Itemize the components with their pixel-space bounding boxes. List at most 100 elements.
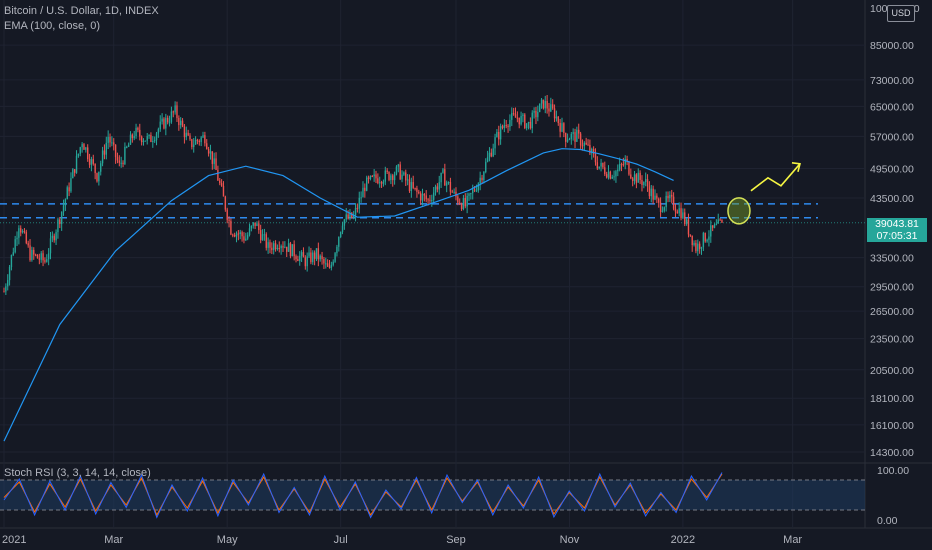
candle — [382, 179, 385, 187]
candle — [706, 238, 708, 243]
currency-button[interactable]: USD — [887, 5, 915, 22]
candle — [559, 119, 561, 138]
candle-body — [713, 224, 716, 228]
y-tick-label: 23500.00 — [870, 334, 914, 346]
candle — [3, 287, 5, 293]
candle-body — [591, 149, 593, 154]
candle-body — [392, 175, 394, 181]
candle-body — [180, 120, 182, 126]
candle — [302, 247, 305, 258]
candle — [700, 246, 703, 255]
candle — [295, 254, 297, 263]
candle-body — [239, 232, 241, 235]
y-tick-label: 43500.00 — [870, 193, 914, 205]
ema-legend[interactable]: EMA (100, close, 0) — [4, 20, 100, 32]
candle-body — [127, 144, 130, 147]
candle-body — [213, 158, 215, 164]
candle — [75, 150, 78, 174]
candle-body — [217, 169, 219, 181]
stoch-rsi-legend[interactable]: Stoch RSI (3, 3, 14, 14, close) — [4, 467, 151, 479]
candle — [113, 138, 115, 151]
candle — [239, 229, 241, 240]
candle — [111, 136, 113, 147]
candle — [364, 183, 366, 198]
candle — [587, 139, 589, 146]
candle — [313, 250, 316, 266]
candle — [708, 230, 710, 247]
candle-body — [295, 256, 297, 260]
candle-body — [235, 233, 238, 237]
candle-body — [204, 135, 206, 144]
symbol-legend[interactable]: Bitcoin / U.S. Dollar, 1D, INDEX — [4, 5, 159, 17]
candle — [499, 123, 502, 145]
candle — [100, 160, 102, 176]
x-tick-label: Mar — [104, 534, 123, 546]
candle-body — [189, 135, 191, 140]
candle — [658, 197, 660, 208]
candle-body — [451, 191, 453, 193]
candle-body — [635, 174, 638, 183]
candle — [183, 123, 186, 144]
candle-body — [178, 118, 180, 126]
candle-body — [165, 117, 167, 129]
candle-body — [631, 178, 634, 181]
candle — [689, 234, 692, 237]
candle — [172, 110, 174, 118]
candle — [300, 250, 303, 263]
candle — [323, 256, 325, 270]
candle-body — [183, 126, 186, 138]
candle — [237, 230, 240, 241]
candle-body — [29, 245, 31, 261]
candle — [107, 130, 109, 150]
candle — [57, 217, 59, 239]
candle-body — [537, 112, 539, 118]
candle — [168, 115, 171, 127]
candle — [60, 211, 63, 231]
candle — [693, 240, 695, 247]
candle-body — [83, 144, 85, 150]
candle — [101, 146, 104, 167]
candle — [697, 239, 699, 256]
candle-body — [271, 247, 273, 251]
candle — [544, 95, 546, 114]
candle-body — [680, 208, 682, 219]
candle — [261, 229, 264, 241]
candle — [442, 167, 444, 174]
candle — [479, 171, 481, 191]
candle-body — [287, 243, 290, 252]
candle-body — [103, 150, 106, 155]
candle-body — [202, 135, 204, 138]
candle — [618, 157, 621, 172]
candle — [343, 218, 346, 230]
candle-body — [304, 257, 307, 267]
candle-body — [445, 182, 448, 186]
candle-body — [395, 166, 398, 175]
candle-body — [206, 143, 208, 149]
candle-body — [459, 202, 461, 205]
candle-body — [630, 174, 632, 179]
candle-body — [719, 219, 721, 221]
candle — [116, 152, 119, 164]
candle — [399, 161, 401, 181]
candle-body — [611, 176, 613, 179]
candle — [388, 171, 390, 182]
candle — [213, 152, 215, 170]
candle-body — [436, 186, 439, 190]
candle — [684, 208, 686, 227]
candle-body — [613, 176, 615, 178]
candle — [641, 175, 643, 192]
candle — [401, 170, 403, 183]
candle — [256, 221, 258, 227]
candle — [578, 123, 580, 139]
candle-body — [654, 195, 656, 200]
candle — [8, 265, 11, 286]
candle-body — [88, 158, 91, 165]
candle — [27, 240, 29, 248]
candle — [176, 101, 178, 122]
candle — [460, 202, 463, 211]
candle-body — [323, 258, 325, 264]
candle-body — [408, 179, 411, 192]
candle — [565, 132, 567, 148]
candle — [66, 185, 68, 200]
